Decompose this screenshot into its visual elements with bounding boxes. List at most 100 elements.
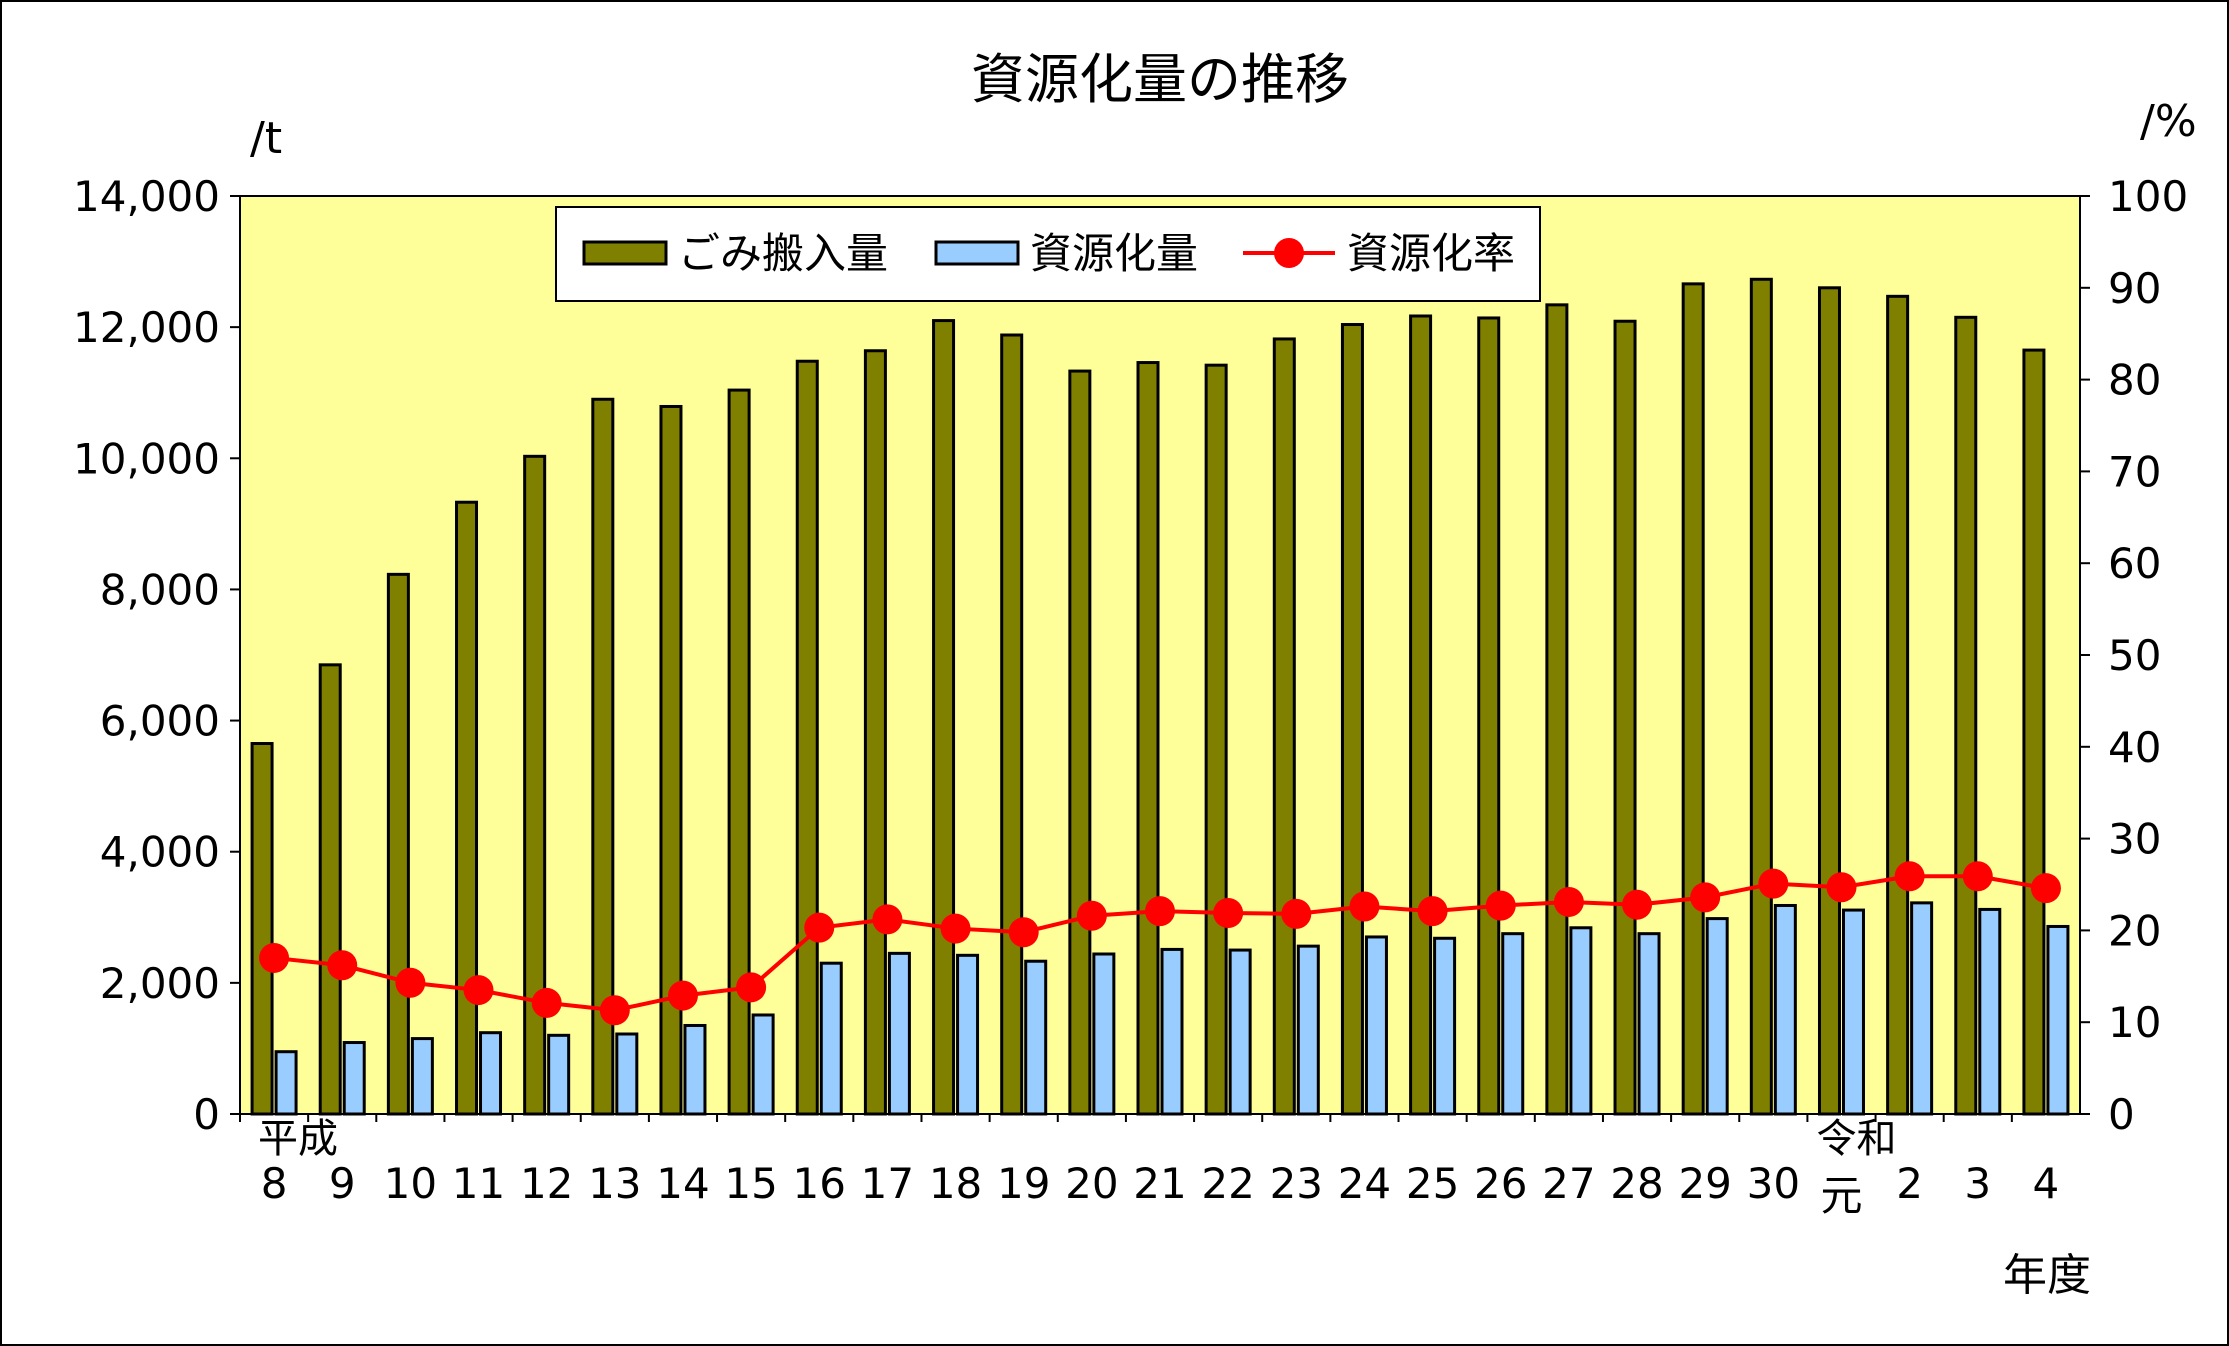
bar-resource-12: [547, 1033, 571, 1116]
bar-waste-8: [250, 742, 274, 1116]
x-tick-label: 13: [588, 1159, 641, 1208]
bar-resource-23: [1296, 944, 1320, 1116]
bar-resource-24: [1364, 935, 1388, 1116]
rate-point-27: [1553, 886, 1584, 917]
x-tick-label: 21: [1133, 1159, 1186, 1208]
x-tick-label: 25: [1406, 1159, 1459, 1208]
era-label: 令和: [1816, 1116, 1896, 1162]
x-axis-label: 年度: [2003, 1250, 2091, 1301]
rate-point-10: [395, 967, 426, 998]
x-tick-label: 27: [1542, 1159, 1595, 1208]
bar-resource-15: [751, 1013, 775, 1116]
right-axis-unit: /%: [2140, 96, 2197, 147]
x-tick-label: 17: [861, 1159, 914, 1208]
x-tick-label: 12: [520, 1159, 573, 1208]
bar-waste-17: [863, 349, 887, 1116]
x-tick-label: 24: [1338, 1159, 1391, 1208]
bar-resource-26: [1501, 932, 1525, 1116]
bar-resource-25: [1433, 936, 1457, 1116]
x-tick-label: 2: [1896, 1159, 1923, 1208]
right-tick-label: 10: [2108, 998, 2161, 1047]
bar-waste-20: [1068, 369, 1092, 1116]
rate-point-29: [1690, 882, 1721, 913]
bar-resource-13: [615, 1032, 639, 1116]
rate-point-19: [1008, 917, 1039, 948]
bar-resource-21: [1160, 947, 1184, 1116]
rate-point-9: [327, 950, 358, 981]
left-tick-label: 10,000: [73, 434, 220, 483]
rate-point-2: [1894, 861, 1925, 892]
bar-waste-4: [2022, 348, 2046, 1116]
bar-resource-11: [479, 1031, 503, 1116]
legend-swatch-0: [582, 240, 668, 266]
bar-resource-元: [1841, 908, 1865, 1116]
x-tick-label: 10: [384, 1159, 437, 1208]
line-series: [259, 861, 2061, 1026]
legend-label-0: ごみ搬入量: [678, 229, 888, 278]
rate-point-21: [1145, 896, 1175, 927]
x-tick-label: 15: [724, 1159, 777, 1208]
bar-resource-29: [1705, 917, 1729, 1116]
bar-waste-24: [1340, 323, 1364, 1116]
bar-waste-9: [318, 663, 342, 1116]
x-tick-label: 22: [1201, 1159, 1254, 1208]
left-tick-label: 2,000: [100, 959, 220, 1008]
bar-waste-18: [932, 319, 956, 1116]
bar-waste-元: [1817, 286, 1841, 1116]
rate-point-17: [872, 904, 903, 935]
left-axis: 0 2,000 4,000 6,000 8,000 10,000 12,000 14,000: [73, 172, 240, 1139]
bar-waste-23: [1272, 337, 1296, 1116]
rate-point-26: [1485, 890, 1516, 921]
left-axis-unit: /t: [250, 113, 282, 164]
bar-resource-3: [1978, 907, 2002, 1116]
rate-point-16: [804, 912, 835, 943]
legend-label-2: 資源化率: [1347, 229, 1515, 278]
rate-point-元: [1826, 872, 1857, 903]
bar-waste-30: [1749, 277, 1773, 1116]
bar-waste-26: [1477, 316, 1501, 1116]
left-tick-label: 4,000: [100, 828, 220, 877]
legend-label-1: 資源化量: [1030, 229, 1198, 278]
bar-waste-12: [523, 454, 547, 1116]
x-tick-label: 9: [329, 1159, 356, 1208]
bar-resource-18: [956, 953, 980, 1116]
x-tick-label: 26: [1474, 1159, 1527, 1208]
bar-resource-20: [1092, 952, 1116, 1116]
x-tick-label: 11: [452, 1159, 505, 1208]
x-tick-label: 3: [1964, 1159, 1991, 1208]
bar-series: [250, 277, 2070, 1116]
plot-area: [239, 195, 2081, 1115]
bar-resource-14: [683, 1023, 707, 1116]
bar-resource-27: [1569, 926, 1593, 1116]
bar-resource-2: [1910, 901, 1934, 1116]
bar-resource-16: [819, 961, 843, 1116]
bar-waste-29: [1681, 282, 1705, 1116]
legend-swatch-1: [934, 240, 1020, 266]
right-tick-label: 80: [2108, 356, 2161, 405]
rate-point-3: [1962, 861, 1993, 892]
x-axis: 8 9 10 11 12 13 14 15 16 17 18 19 20 21 22 23 24 25 26 27 28…: [239, 1114, 2059, 1220]
x-tick-label: 14: [656, 1159, 709, 1208]
rate-point-15: [736, 972, 767, 1003]
left-tick-label: 0: [193, 1090, 220, 1139]
rate-point-20: [1076, 900, 1107, 931]
rate-point-22: [1213, 897, 1244, 928]
bar-waste-14: [659, 404, 683, 1116]
legend-swatch-marker: [1274, 238, 1304, 268]
rate-point-14: [667, 980, 698, 1011]
right-tick-label: 60: [2108, 539, 2161, 588]
x-tick-label: 元: [1820, 1171, 1862, 1220]
bar-waste-15: [727, 388, 751, 1116]
bar-waste-13: [591, 397, 615, 1116]
bar-waste-2: [1886, 294, 1910, 1116]
bar-resource-17: [887, 951, 911, 1116]
rate-point-8: [259, 942, 290, 973]
x-tick-label: 8: [261, 1159, 288, 1208]
legend-box: [555, 206, 1541, 302]
x-tick-label: 30: [1747, 1159, 1800, 1208]
rate-point-13: [599, 995, 630, 1026]
x-tick-label: 19: [997, 1159, 1050, 1208]
rate-point-30: [1758, 868, 1789, 899]
chart-title: 資源化量の推移: [971, 48, 1349, 111]
bar-resource-30: [1773, 903, 1797, 1116]
